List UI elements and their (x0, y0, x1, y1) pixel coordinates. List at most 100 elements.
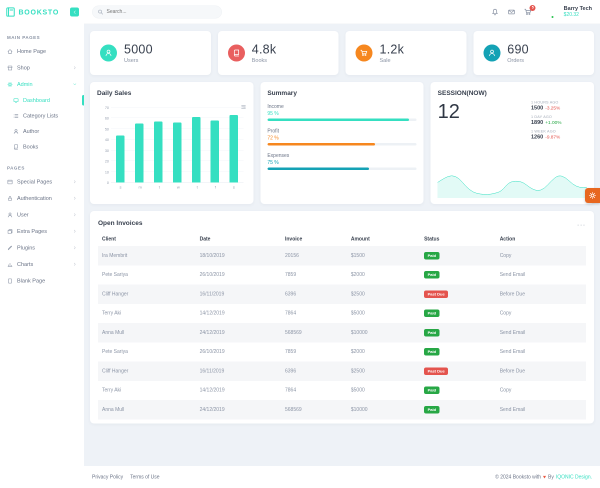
bar (210, 120, 220, 183)
table-row: Ira Membrit 18/10/2019 20156 $1500 Paid Copy (98, 246, 586, 266)
y-axis-tick: 60 (104, 115, 109, 121)
cell-client: Ira Membrit (102, 252, 128, 259)
cell-action[interactable]: Copy (499, 252, 512, 259)
sidebar-item-books[interactable]: Books (0, 139, 84, 155)
summary-card: Summary Income 95 % Profit 72 % Expenses 75 % (260, 82, 424, 204)
stat-label: Sale (379, 57, 391, 64)
cell-status: Paid (420, 323, 496, 342)
sidebar: BOOKSTO MAIN PAGES Home Page Shop Admin Da… (0, 0, 84, 488)
sidebar-item-category-lists[interactable]: Category Lists (0, 108, 84, 124)
y-axis-tick: 40 (104, 137, 109, 142)
status-badge: Paid (424, 386, 440, 395)
sidebar-item-user[interactable]: User (0, 207, 84, 224)
user-avatar[interactable] (541, 5, 555, 19)
cart-badge: 5 (529, 4, 536, 11)
sidebar-item-blank-page[interactable]: Blank Page (0, 273, 84, 290)
shop-icon (7, 65, 13, 71)
user-meta[interactable]: Barry Tech $20.32 (564, 5, 592, 18)
cell-action[interactable]: Copy (499, 310, 512, 317)
sidebar-item-label: Special Pages (17, 178, 53, 185)
table-row: Cliff Hanger 16/11/2019 6396 $2500 Past Due B… (98, 284, 586, 304)
y-axis-tick: 10 (104, 169, 109, 175)
footer: Privacy Policy Terms of Use © 2024 Bookst… (84, 466, 600, 488)
sidebar-item-label: Home Page (17, 48, 47, 55)
chevron-right-icon (73, 246, 78, 251)
sidebar-item-label: Category Lists (23, 112, 59, 119)
cell-action[interactable]: Send Email (499, 272, 526, 278)
heart-icon: ♥ (543, 474, 547, 480)
cell-amount: $10000 (350, 329, 368, 336)
sidebar-item-admin[interactable]: Admin (0, 76, 84, 93)
cell-action[interactable]: Send Email (499, 349, 526, 355)
book-icon (227, 44, 245, 62)
chevron-down-icon (73, 82, 78, 87)
daily-sales-chart: 0 10 20 30 40 50 60 70 (105, 105, 244, 185)
bell-icon[interactable] (491, 8, 499, 16)
cell-date: 14/12/2019 (199, 310, 225, 317)
sidebar-item-label: Charts (17, 261, 34, 268)
cell-invoice: 6396 (284, 291, 297, 297)
cell-action[interactable]: Before Due (499, 368, 525, 374)
footer-brand-link[interactable]: IQONIC Design. (555, 474, 592, 480)
logo[interactable]: BOOKSTO (0, 0, 84, 24)
cell-action[interactable]: Send Email (499, 406, 526, 413)
column-header-status: Status (424, 236, 440, 243)
sidebar-item-plugins[interactable]: Plugins (0, 240, 84, 257)
topbar: 5 Barry Tech $20.32 (84, 0, 600, 24)
sidebar-item-shop[interactable]: Shop (0, 60, 84, 77)
x-axis-label: s (119, 185, 122, 190)
table-row: Anna Mull 24/12/2019 568569 $10000 Paid Send … (98, 400, 586, 420)
gear-icon (7, 81, 13, 87)
chevron-left-icon (72, 9, 78, 15)
cell-action[interactable]: Copy (499, 387, 512, 394)
status-badge: Paid (424, 309, 440, 318)
cart-icon[interactable]: 5 (524, 4, 536, 16)
status-badge: Paid (424, 251, 440, 260)
summary-row-income: Income 95 % (267, 104, 417, 121)
cell-client: Pete Sariya (102, 272, 128, 278)
sidebar-item-charts[interactable]: Charts (0, 256, 84, 273)
summary-percent: 72 % (267, 135, 279, 142)
search-box[interactable] (92, 5, 222, 19)
session-sparkline-chart (437, 166, 587, 198)
sidebar-item-authentication[interactable]: Authentication (0, 190, 84, 207)
sidebar-item-extra-pages[interactable]: Extra Pages (0, 223, 84, 240)
sidebar-item-label: Dashboard (23, 97, 50, 104)
sidebar-collapse-button[interactable] (70, 7, 79, 17)
session-stat-value: 1500 (530, 105, 544, 111)
session-stat: 1 WEEK AGO 1260 -9.87% (531, 129, 587, 140)
cell-invoice: 568569 (284, 329, 302, 336)
settings-fab-button[interactable] (585, 188, 600, 203)
cell-action[interactable]: Before Due (499, 291, 525, 297)
mail-icon[interactable] (508, 8, 516, 16)
stat-card-users: 5000 Users (90, 31, 211, 75)
footer-link-terms-of-use[interactable]: Terms of Use (130, 474, 160, 480)
footer-link-privacy-policy[interactable]: Privacy Policy (92, 474, 124, 480)
cell-action[interactable]: Send Email (499, 329, 526, 336)
more-options-icon[interactable]: ... (577, 218, 586, 227)
cell-date: 14/12/2019 (199, 387, 225, 394)
stat-value: 690 (507, 42, 529, 57)
sidebar-item-home-page[interactable]: Home Page (0, 43, 84, 60)
column-header-date: Date (199, 236, 211, 243)
user-icon (7, 212, 13, 218)
cell-amount: $2000 (350, 272, 365, 278)
stat-card-orders: 690 Orders (473, 31, 594, 75)
sidebar-item-label: Blank Page (17, 277, 46, 284)
cell-client: Terry Aki (102, 387, 122, 394)
sidebar-item-special-pages[interactable]: Special Pages (0, 174, 84, 191)
sidebar-item-dashboard[interactable]: Dashboard (0, 93, 84, 109)
bar (229, 115, 239, 183)
sidebar-item-label: Authentication (17, 195, 52, 202)
session-stat-delta: +1.00% (545, 120, 562, 126)
cell-amount: $5000 (350, 310, 365, 317)
status-badge: Paid (424, 405, 440, 414)
search-input[interactable] (106, 9, 217, 15)
sidebar-item-author[interactable]: Author (0, 124, 84, 140)
session-stats: 1 HOURS AGO 1500 -3.25% 1 DAY AGO 1890 +1.00%… (530, 97, 587, 140)
session-stat-value: 1260 (530, 134, 544, 140)
cell-amount: $2000 (350, 349, 365, 355)
session-card: SESSION(NOW) 12 1 HOURS AGO 1500 -3.25% 1 D… (430, 82, 594, 204)
status-badge: Paid (424, 328, 440, 337)
